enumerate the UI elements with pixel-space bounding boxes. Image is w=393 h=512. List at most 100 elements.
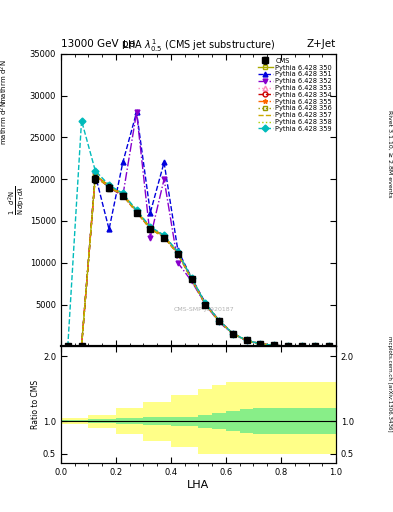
Pythia 6.428 351 (189, 275, 194, 281)
Pythia 6.428 359 (134, 207, 139, 213)
Pythia 6.428 353 (134, 209, 139, 215)
Line: Pythia 6.428 354: Pythia 6.428 354 (65, 174, 332, 349)
Pythia 6.428 359 (79, 118, 84, 124)
Pythia 6.428 353 (203, 301, 208, 307)
Pythia 6.428 351 (313, 343, 318, 349)
Y-axis label: $\frac{1}{\mathrm{N}} \frac{d^2\mathrm{N}}{d\mathrm{p_T}\,d\lambda}$: $\frac{1}{\mathrm{N}} \frac{d^2\mathrm{N… (6, 185, 27, 215)
Pythia 6.428 354 (244, 337, 249, 344)
Pythia 6.428 354 (107, 184, 112, 190)
Pythia 6.428 354 (203, 301, 208, 307)
Pythia 6.428 359 (272, 343, 277, 349)
Pythia 6.428 350 (189, 275, 194, 282)
Pythia 6.428 359 (217, 317, 222, 324)
Pythia 6.428 359 (176, 249, 180, 255)
Pythia 6.428 351 (148, 209, 152, 216)
Pythia 6.428 352 (299, 343, 304, 349)
Pythia 6.428 357 (65, 343, 70, 349)
Pythia 6.428 350 (285, 343, 290, 349)
Pythia 6.428 352 (244, 337, 249, 344)
Line: Pythia 6.428 356: Pythia 6.428 356 (65, 173, 332, 349)
Pythia 6.428 356 (272, 343, 277, 349)
Pythia 6.428 359 (230, 330, 235, 336)
Pythia 6.428 350 (65, 343, 70, 349)
Pythia 6.428 354 (327, 343, 332, 349)
Y-axis label: Ratio to CMS: Ratio to CMS (31, 380, 40, 430)
Pythia 6.428 358 (176, 250, 180, 256)
Text: 13000 GeV pp: 13000 GeV pp (61, 38, 135, 49)
Text: mathrm d$^2$N: mathrm d$^2$N (0, 101, 9, 145)
Pythia 6.428 358 (285, 343, 290, 349)
Pythia 6.428 351 (272, 343, 277, 349)
Pythia 6.428 353 (162, 234, 167, 240)
Pythia 6.428 354 (79, 343, 84, 349)
Pythia 6.428 358 (327, 343, 332, 349)
Pythia 6.428 354 (162, 234, 167, 240)
Pythia 6.428 350 (203, 301, 208, 307)
Pythia 6.428 357 (189, 276, 194, 282)
Pythia 6.428 354 (285, 343, 290, 349)
Pythia 6.428 359 (244, 337, 249, 344)
Pythia 6.428 356 (230, 331, 235, 337)
Pythia 6.428 356 (217, 318, 222, 324)
Pythia 6.428 355 (313, 343, 318, 349)
X-axis label: LHA: LHA (187, 480, 209, 490)
Legend: CMS, Pythia 6.428 350, Pythia 6.428 351, Pythia 6.428 352, Pythia 6.428 353, Pyt: CMS, Pythia 6.428 350, Pythia 6.428 351,… (255, 55, 335, 135)
Pythia 6.428 354 (299, 343, 304, 349)
Pythia 6.428 355 (134, 208, 139, 214)
Pythia 6.428 359 (65, 343, 70, 349)
Pythia 6.428 352 (65, 343, 70, 349)
Text: Z+Jet: Z+Jet (307, 38, 336, 49)
Pythia 6.428 358 (244, 337, 249, 344)
Pythia 6.428 358 (79, 343, 84, 349)
Pythia 6.428 353 (148, 225, 152, 231)
Pythia 6.428 356 (79, 343, 84, 349)
Pythia 6.428 351 (120, 159, 125, 165)
Pythia 6.428 359 (120, 190, 125, 197)
Pythia 6.428 350 (162, 233, 167, 239)
Pythia 6.428 354 (148, 226, 152, 232)
Pythia 6.428 351 (203, 300, 208, 306)
Pythia 6.428 353 (93, 173, 97, 179)
Pythia 6.428 352 (230, 331, 235, 337)
Pythia 6.428 355 (189, 275, 194, 282)
Pythia 6.428 350 (244, 337, 249, 344)
Pythia 6.428 353 (244, 337, 249, 344)
Pythia 6.428 353 (327, 343, 332, 349)
Pythia 6.428 353 (217, 318, 222, 324)
Pythia 6.428 352 (162, 176, 167, 182)
Pythia 6.428 350 (230, 331, 235, 337)
Pythia 6.428 355 (176, 250, 180, 256)
Pythia 6.428 356 (107, 183, 112, 189)
Pythia 6.428 351 (134, 109, 139, 115)
Pythia 6.428 354 (313, 343, 318, 349)
Pythia 6.428 359 (327, 343, 332, 349)
Pythia 6.428 351 (176, 247, 180, 253)
Pythia 6.428 353 (258, 340, 263, 347)
Pythia 6.428 353 (120, 192, 125, 198)
Pythia 6.428 355 (217, 318, 222, 324)
Pythia 6.428 356 (313, 343, 318, 349)
Pythia 6.428 357 (244, 337, 249, 344)
Pythia 6.428 358 (272, 343, 277, 349)
Pythia 6.428 350 (258, 340, 263, 347)
Pythia 6.428 357 (285, 343, 290, 349)
Pythia 6.428 358 (258, 340, 263, 347)
Pythia 6.428 351 (244, 337, 249, 344)
Pythia 6.428 352 (285, 343, 290, 349)
Pythia 6.428 350 (217, 318, 222, 324)
Pythia 6.428 351 (285, 343, 290, 349)
Pythia 6.428 356 (299, 343, 304, 349)
Pythia 6.428 350 (272, 343, 277, 349)
Pythia 6.428 350 (176, 250, 180, 256)
Line: Pythia 6.428 350: Pythia 6.428 350 (65, 173, 332, 349)
Pythia 6.428 353 (313, 343, 318, 349)
Pythia 6.428 354 (176, 251, 180, 257)
Pythia 6.428 358 (230, 331, 235, 337)
Pythia 6.428 357 (107, 184, 112, 190)
Pythia 6.428 356 (285, 343, 290, 349)
Pythia 6.428 353 (285, 343, 290, 349)
Pythia 6.428 358 (148, 225, 152, 231)
Pythia 6.428 359 (107, 182, 112, 188)
Pythia 6.428 352 (313, 343, 318, 349)
Pythia 6.428 358 (203, 301, 208, 307)
